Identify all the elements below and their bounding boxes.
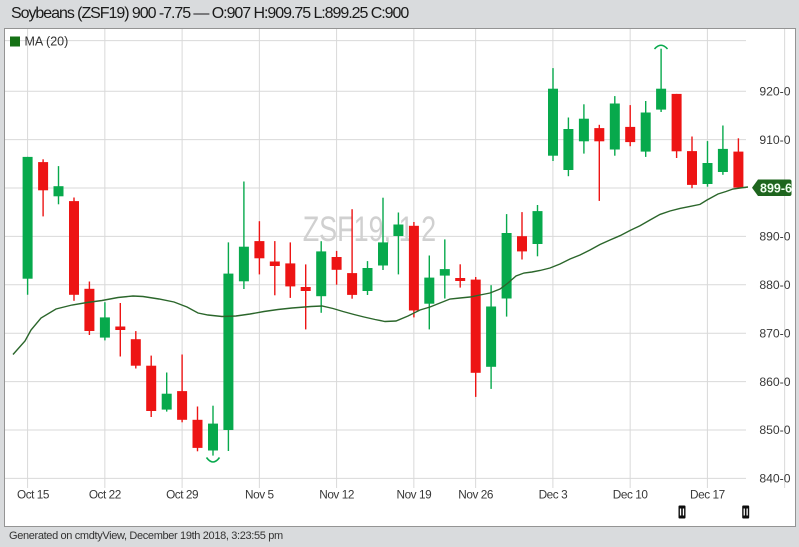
svg-text:Oct 29: Oct 29 bbox=[166, 488, 198, 502]
svg-text:Dec 17: Dec 17 bbox=[690, 488, 725, 502]
svg-text:850-0: 850-0 bbox=[759, 423, 790, 437]
svg-text:Nov 19: Nov 19 bbox=[397, 488, 432, 502]
svg-text:890-0: 890-0 bbox=[759, 230, 790, 244]
svg-text:Nov 12: Nov 12 bbox=[319, 488, 354, 502]
svg-text:MA (20): MA (20) bbox=[25, 35, 69, 49]
svg-text:910-0: 910-0 bbox=[759, 133, 790, 147]
svg-text:Dec 10: Dec 10 bbox=[613, 488, 649, 502]
svg-text:Oct 15: Oct 15 bbox=[17, 488, 50, 502]
svg-text:899-6: 899-6 bbox=[760, 182, 792, 196]
svg-text:880-0: 880-0 bbox=[759, 278, 790, 292]
svg-text:920-0: 920-0 bbox=[759, 84, 790, 98]
svg-text:870-0: 870-0 bbox=[759, 326, 790, 340]
svg-text:860-0: 860-0 bbox=[759, 375, 790, 389]
svg-text:840-0: 840-0 bbox=[759, 472, 790, 486]
svg-text:Nov 5: Nov 5 bbox=[245, 488, 274, 502]
svg-text:Dec 3: Dec 3 bbox=[539, 488, 568, 502]
svg-text:Nov 26: Nov 26 bbox=[458, 488, 494, 502]
svg-text:Oct 22: Oct 22 bbox=[89, 488, 121, 502]
